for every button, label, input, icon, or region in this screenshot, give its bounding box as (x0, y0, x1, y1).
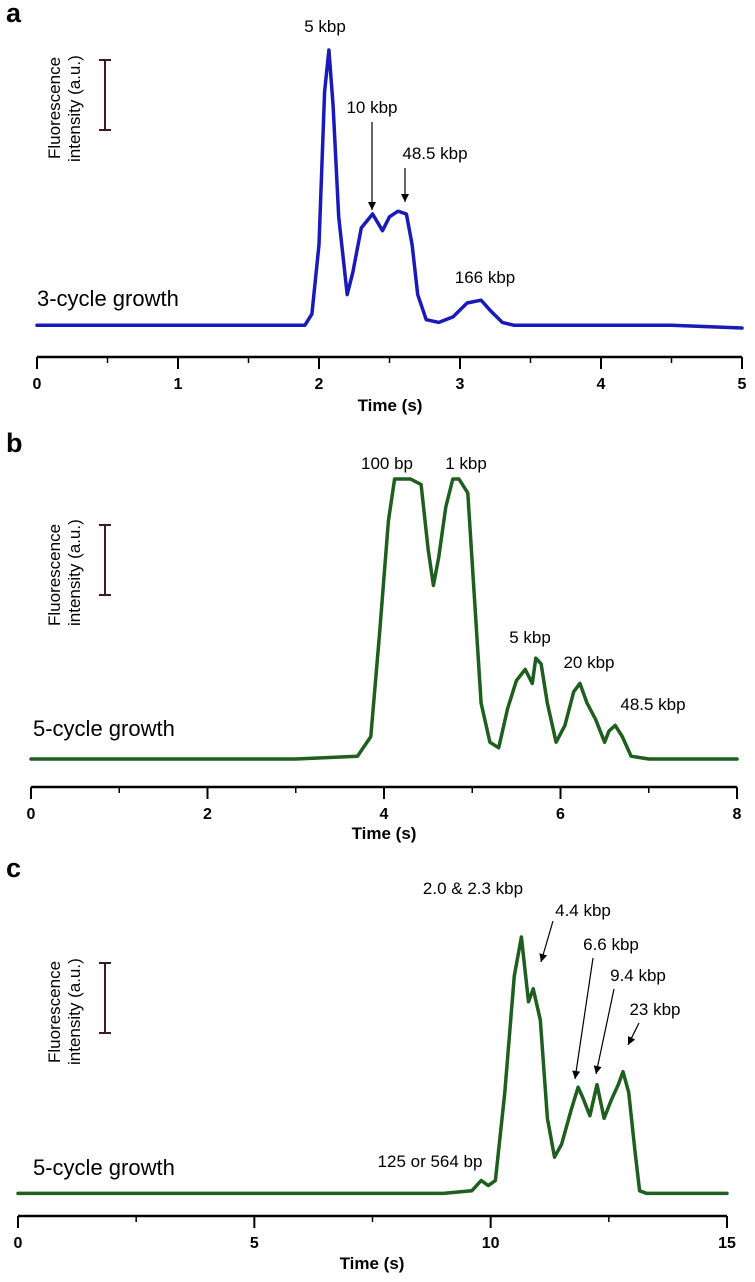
panel-b: b Fluorescence intensity (a.u.) 5-cycle … (0, 430, 755, 850)
arrow-head (593, 1065, 602, 1074)
condition-label: 3-cycle growth (37, 286, 179, 311)
peak-label: 125 or 564 bp (378, 1152, 483, 1171)
peak-label: 23 kbp (629, 1000, 680, 1019)
chart-a: Fluorescence intensity (a.u.) 3-cycle gr… (33, 17, 747, 415)
x-tick-label: 4 (380, 806, 389, 823)
peak-label: 6.6 kbp (583, 935, 639, 954)
x-tick-label: 2 (203, 806, 212, 823)
x-tick-label: 3 (456, 376, 465, 393)
y-axis-label-line2: intensity (a.u.) (65, 55, 84, 162)
chart-c: Fluorescence intensity (a.u.) 5-cycle gr… (14, 879, 736, 1273)
arrow-head (539, 953, 548, 962)
x-tick-label: 0 (14, 1235, 23, 1252)
x-axis-title: Time (s) (352, 824, 417, 843)
trace-line (16, 935, 729, 1196)
x-tick-label: 5 (250, 1235, 259, 1252)
arrow-head (628, 1036, 636, 1045)
peak-label: 9.4 kbp (610, 966, 666, 985)
peak-label: 20 kbp (563, 653, 614, 672)
trace-line (29, 477, 739, 761)
condition-label: 5-cycle growth (33, 716, 175, 741)
y-axis-label-line1: Fluorescence (45, 57, 64, 159)
peak-arrow (595, 988, 615, 1075)
x-tick-label: 10 (482, 1235, 500, 1252)
x-tick-label: 2 (315, 376, 324, 393)
peak-label: 48.5 kbp (620, 695, 685, 714)
x-tick-label: 4 (597, 376, 606, 393)
x-tick-label: 1 (174, 376, 183, 393)
x-tick-label: 0 (27, 806, 36, 823)
trace-line (35, 48, 744, 330)
panel-letter-b: b (6, 428, 23, 458)
x-tick-label: 6 (556, 806, 565, 823)
panel-letter-c: c (6, 853, 22, 883)
panel-a: a Fluorescence intensity (a.u.) 3-cycle … (0, 0, 755, 420)
y-axis-label-line2: intensity (a.u.) (65, 519, 84, 626)
x-axis-title: Time (s) (340, 1254, 405, 1273)
peak-label: 48.5 kbp (402, 144, 467, 163)
panel-c: c Fluorescence intensity (a.u.) 5-cycle … (0, 855, 755, 1282)
peak-label: 4.4 kbp (555, 901, 611, 920)
peak-label: 100 bp (361, 454, 413, 473)
peak-label: 5 kbp (509, 628, 551, 647)
y-axis-label-line2: intensity (a.u.) (65, 958, 84, 1065)
y-axis-label-line1: Fluorescence (45, 961, 64, 1063)
y-axis-label-line1: Fluorescence (45, 524, 64, 626)
condition-label: 5-cycle growth (33, 1155, 175, 1180)
chart-b: Fluorescence intensity (a.u.) 5-cycle gr… (27, 454, 742, 843)
x-axis-title: Time (s) (358, 396, 423, 415)
x-tick-label: 15 (718, 1235, 736, 1252)
x-tick-label: 0 (33, 376, 42, 393)
arrow-head (401, 194, 409, 202)
peak-label: 10 kbp (346, 98, 397, 117)
arrow-head (368, 202, 376, 210)
x-tick-label: 8 (733, 806, 742, 823)
arrow-head (572, 1070, 581, 1079)
peak-label: 5 kbp (304, 17, 346, 36)
peak-label: 166 kbp (455, 268, 516, 287)
peak-label: 2.0 & 2.3 kbp (423, 879, 523, 898)
x-tick-label: 5 (738, 376, 747, 393)
peak-arrow (574, 957, 594, 1080)
panel-letter-a: a (6, 0, 22, 28)
peak-label: 1 kbp (445, 454, 487, 473)
